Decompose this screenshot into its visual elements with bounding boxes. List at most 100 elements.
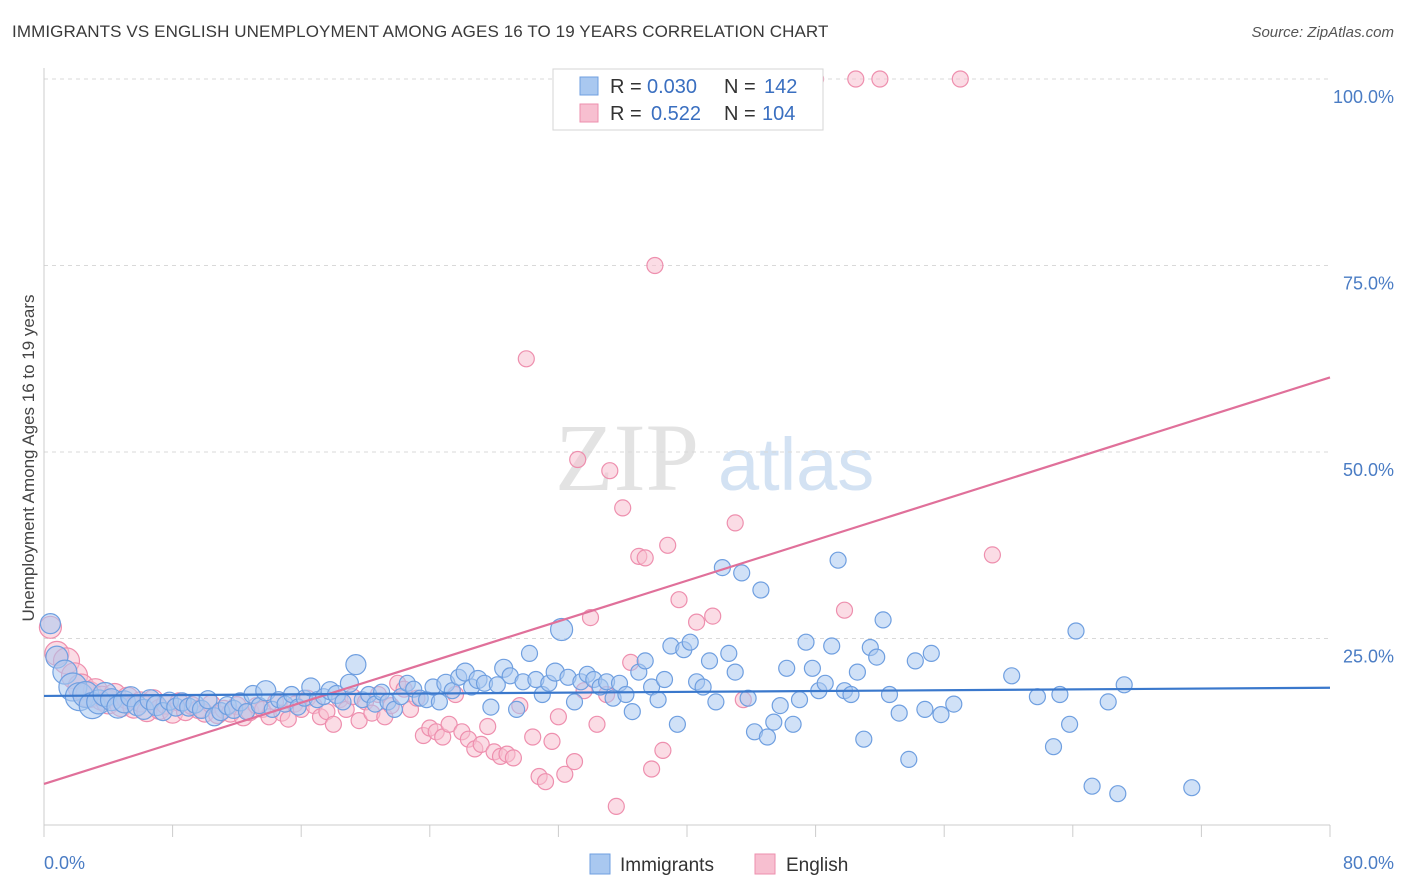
english-point xyxy=(549,708,568,726)
immigrants-point xyxy=(922,644,940,663)
english-point xyxy=(536,773,555,791)
immigrants-point xyxy=(733,564,751,582)
english-point xyxy=(646,256,664,275)
immigrants-point xyxy=(771,696,789,715)
immigrants-point xyxy=(739,689,757,707)
immigrants-point xyxy=(707,693,725,711)
immigrants-point xyxy=(1183,779,1201,797)
immigrants-point xyxy=(765,713,783,731)
immigrants-point xyxy=(1083,777,1101,795)
immigrants-point xyxy=(345,653,367,676)
immigrants-point xyxy=(868,648,886,666)
legend-swatch-english xyxy=(579,103,599,123)
x-ticks xyxy=(43,825,1331,837)
immigrants-point xyxy=(758,728,777,746)
english-point xyxy=(983,546,1002,564)
english-point xyxy=(687,613,706,631)
legend-n-value-immigrants: 142 xyxy=(764,76,797,98)
english-point xyxy=(517,350,535,368)
immigrants-point xyxy=(916,700,934,719)
immigrants-point xyxy=(890,704,908,722)
english-point xyxy=(472,735,490,754)
bottom-legend-swatch-immigrants xyxy=(589,853,611,875)
immigrants-point xyxy=(752,581,770,599)
english-point xyxy=(565,752,584,771)
immigrants-point xyxy=(520,644,539,663)
english-point xyxy=(504,749,523,767)
english-trend-line xyxy=(43,376,1331,786)
immigrants-point xyxy=(842,685,860,704)
legend-r-label-2: R = xyxy=(610,103,642,125)
english-point xyxy=(670,591,688,609)
english-point xyxy=(607,797,625,816)
english-point xyxy=(543,732,561,751)
immigrants-point xyxy=(334,693,352,711)
legend-r-value-immigrants: 0.030 xyxy=(647,76,697,98)
source-label: Source: ZipAtlas.com xyxy=(1251,24,1394,41)
english-point xyxy=(440,715,458,733)
english-point xyxy=(601,462,619,480)
immigrants-point xyxy=(1109,785,1127,803)
y-tick-label: 25.0% xyxy=(1343,647,1394,667)
immigrants-point xyxy=(848,663,867,681)
english-point xyxy=(569,450,587,469)
immigrants-point xyxy=(681,633,699,651)
legend-n-label-1: N = xyxy=(724,76,756,98)
immigrants-points xyxy=(39,551,1201,803)
immigrants-point xyxy=(778,659,796,677)
english-point xyxy=(835,601,854,619)
immigrants-point xyxy=(816,674,834,692)
immigrants-point xyxy=(720,644,738,663)
immigrants-point xyxy=(726,663,744,681)
watermark-atlas: atlas xyxy=(718,423,874,506)
english-point xyxy=(588,715,606,733)
y-tick-label: 75.0% xyxy=(1343,274,1394,294)
immigrants-trend-line xyxy=(43,686,1331,698)
legend: R = 0.030 N = 142 R = 0.522 N = 104 xyxy=(552,68,824,131)
immigrants-point xyxy=(565,693,584,711)
immigrants-point xyxy=(874,611,892,629)
legend-r-value-english: 0.522 xyxy=(651,103,701,125)
immigrants-point xyxy=(430,693,448,711)
legend-swatch-immigrants xyxy=(579,76,599,96)
chart-title: IMMIGRANTS VS ENGLISH UNEMPLOYMENT AMONG… xyxy=(12,22,829,41)
english-point xyxy=(350,711,368,730)
english-point xyxy=(871,70,889,88)
immigrants-point xyxy=(790,691,809,709)
legend-r-label-1: R = xyxy=(610,76,642,98)
immigrants-point xyxy=(880,685,899,704)
immigrants-point xyxy=(636,652,654,670)
immigrants-point xyxy=(39,612,62,635)
immigrants-point xyxy=(700,652,719,670)
x-tick-label-max: 80.0% xyxy=(1343,853,1394,873)
immigrants-point xyxy=(1060,715,1079,733)
bottom-legend-english: English xyxy=(786,855,848,876)
bottom-legend: Immigrants English xyxy=(589,853,848,876)
english-point xyxy=(642,760,661,778)
english-point xyxy=(951,70,969,88)
immigrants-point xyxy=(1003,667,1021,685)
immigrants-point xyxy=(255,680,277,702)
immigrants-point xyxy=(797,633,815,651)
english-point xyxy=(556,765,574,783)
immigrants-point xyxy=(855,730,873,748)
immigrants-point xyxy=(1099,693,1117,711)
immigrants-point xyxy=(823,637,841,655)
x-tick-label-min: 0.0% xyxy=(44,853,85,873)
immigrants-point xyxy=(945,695,963,713)
immigrants-point xyxy=(900,750,918,769)
immigrants-point xyxy=(784,715,802,733)
immigrants-point xyxy=(549,617,574,642)
immigrants-point xyxy=(482,698,500,716)
english-point xyxy=(704,607,722,625)
y-axis-label: Unemployment Among Ages 16 to 19 years xyxy=(19,295,38,622)
immigrants-point xyxy=(649,691,667,709)
english-point xyxy=(524,728,542,746)
legend-n-value-english: 104 xyxy=(762,103,795,125)
immigrants-point xyxy=(1115,676,1133,694)
y-tick-labels: 25.0% 50.0% 75.0% 100.0% xyxy=(1333,87,1394,667)
grid-lines xyxy=(44,78,1330,639)
immigrants-point xyxy=(1067,622,1085,640)
y-tick-label: 50.0% xyxy=(1343,460,1394,480)
